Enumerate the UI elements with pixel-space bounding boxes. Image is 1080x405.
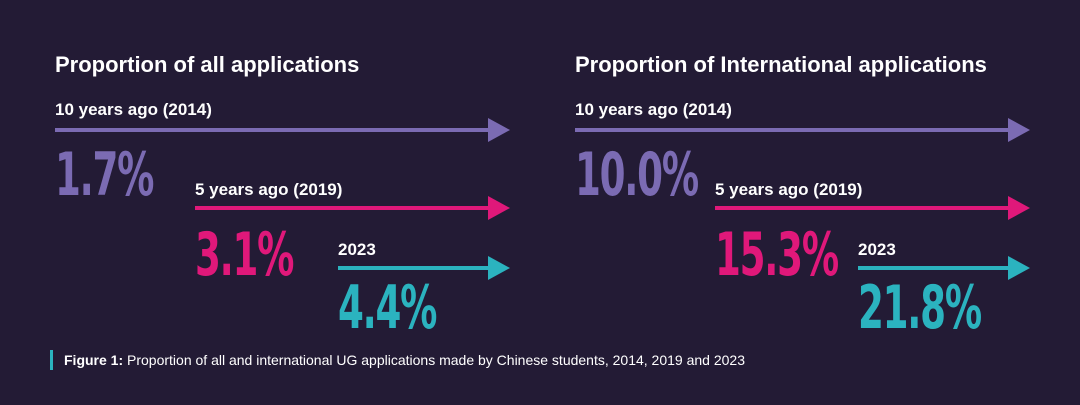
row-label-2014: 10 years ago (2014) <box>575 100 732 119</box>
value-2019: 15.3% <box>715 220 839 290</box>
arrow-2023 <box>338 256 510 280</box>
row-label-2023: 2023 <box>858 240 896 259</box>
value-2014: 10.0% <box>575 140 699 210</box>
caption-label: Figure 1: <box>64 352 124 368</box>
arrow-2019 <box>195 196 510 220</box>
arrow-2023 <box>858 256 1030 280</box>
arrow-2014 <box>575 118 1030 142</box>
row-label-2023: 2023 <box>338 240 376 259</box>
caption-text: Proportion of all and international UG a… <box>123 352 745 368</box>
panel-international-applications: Proportion of International applications… <box>575 0 1055 340</box>
value-2014: 1.7% <box>55 140 154 210</box>
panel-all-applications: Proportion of all applications 10 years … <box>55 0 535 340</box>
value-2023: 21.8% <box>858 273 982 343</box>
arrow-2019 <box>715 196 1030 220</box>
panel-title: Proportion of all applications <box>55 52 360 77</box>
value-2019: 3.1% <box>195 220 294 290</box>
row-label-2019: 5 years ago (2019) <box>195 180 343 199</box>
panel-title: Proportion of International applications <box>575 52 987 77</box>
arrow-2014 <box>55 118 510 142</box>
caption-accent-bar <box>50 350 53 370</box>
value-2023: 4.4% <box>338 273 437 343</box>
row-label-2019: 5 years ago (2019) <box>715 180 863 199</box>
row-label-2014: 10 years ago (2014) <box>55 100 212 119</box>
